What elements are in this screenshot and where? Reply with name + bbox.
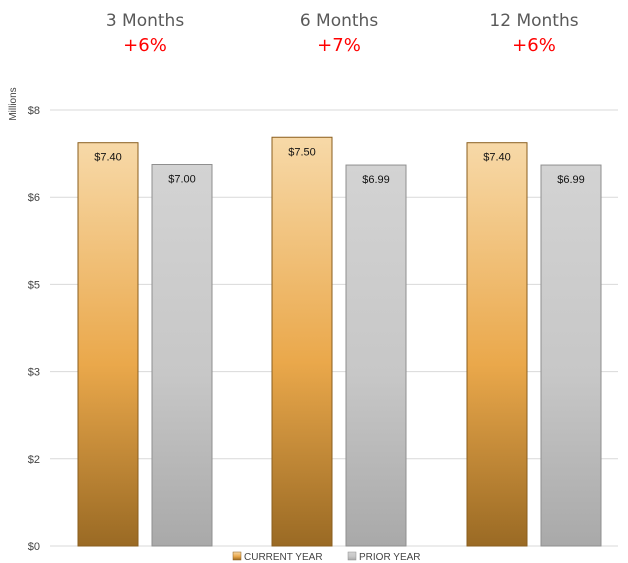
legend-swatch: [347, 551, 357, 561]
bar-current-year: [77, 142, 139, 547]
y-tick-label: $3: [28, 367, 40, 379]
category-headers: 3 Months +6% 6 Months +7% 12 Months +6%: [106, 11, 579, 56]
y-tick-label: $2: [28, 454, 40, 466]
y-tick-label: $6: [28, 192, 40, 204]
bar-prior-year: [345, 164, 407, 547]
bars: [77, 136, 602, 547]
bar-prior-year: [540, 164, 602, 547]
y-axis-tick-labels: $0 $2 $3 $5 $6 $8: [28, 105, 40, 553]
y-tick-label: $8: [28, 105, 40, 117]
data-label: $6.99: [557, 174, 585, 186]
bar-current-year: [466, 142, 528, 547]
data-labels: $7.40 $7.50 $7.40 $7.00 $6.99 $6.99: [94, 146, 585, 186]
legend-label: CURRENT YEAR: [244, 552, 323, 563]
growth-label: +7%: [317, 35, 361, 56]
legend: CURRENT YEAR PRIOR YEAR: [232, 551, 421, 563]
legend-label: PRIOR YEAR: [359, 552, 421, 563]
growth-label: +6%: [512, 35, 556, 56]
y-tick-label: $5: [28, 279, 40, 291]
data-label: $7.50: [288, 146, 316, 158]
data-label: $7.40: [94, 152, 122, 164]
category-label: 3 Months: [106, 11, 185, 31]
legend-item-prior-year: PRIOR YEAR: [347, 551, 421, 563]
bar-current-year: [271, 136, 333, 547]
data-label: $6.99: [362, 174, 390, 186]
bar-prior-year: [151, 164, 213, 547]
y-axis-title: Millions: [8, 87, 19, 120]
data-label: $7.40: [483, 152, 511, 164]
y-tick-label: $0: [28, 541, 40, 553]
data-label: $7.00: [168, 174, 196, 186]
legend-swatch: [232, 551, 242, 561]
category-label: 12 Months: [489, 11, 578, 31]
category-label: 6 Months: [300, 11, 379, 31]
legend-item-current-year: CURRENT YEAR: [232, 551, 323, 563]
growth-label: +6%: [123, 35, 167, 56]
